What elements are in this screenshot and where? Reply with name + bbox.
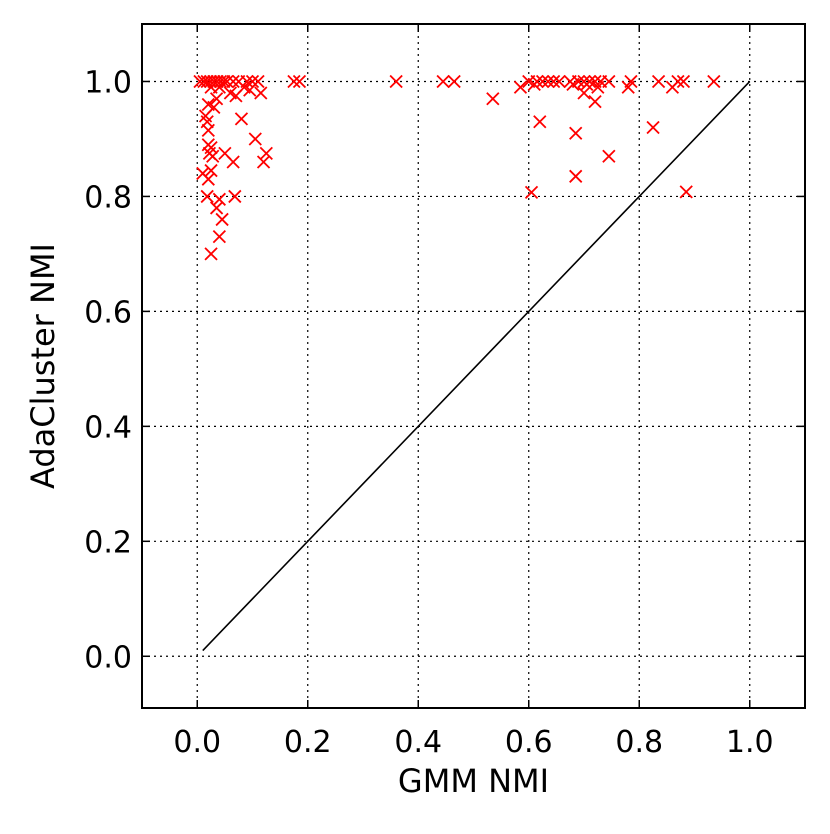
data-point bbox=[226, 74, 240, 89]
data-point bbox=[621, 80, 635, 94]
data-point bbox=[212, 80, 226, 94]
data-point bbox=[436, 74, 450, 89]
data-point bbox=[513, 80, 528, 94]
data-point bbox=[254, 86, 268, 100]
data-points bbox=[193, 74, 721, 261]
y-tick-label: 0.0 bbox=[84, 640, 132, 675]
data-point bbox=[200, 74, 214, 89]
grid-lines bbox=[142, 24, 805, 708]
axis-ticks bbox=[142, 24, 805, 708]
y-tick-labels: 0.0 0.2 0.4 0.6 0.8 1.0 bbox=[84, 65, 132, 675]
diagonal-reference-line bbox=[202, 80, 751, 652]
x-tick-label: 0.2 bbox=[284, 725, 332, 760]
data-point bbox=[524, 185, 539, 200]
y-tick-label: 1.0 bbox=[84, 65, 132, 100]
data-point bbox=[287, 74, 301, 89]
data-point bbox=[207, 100, 221, 114]
x-tick-label: 0.4 bbox=[394, 725, 442, 760]
data-point bbox=[197, 74, 211, 89]
data-point bbox=[389, 74, 403, 89]
data-point bbox=[201, 172, 215, 186]
data-point bbox=[217, 74, 231, 89]
data-point bbox=[447, 74, 461, 89]
data-point bbox=[201, 123, 215, 137]
data-point bbox=[248, 132, 262, 146]
data-point bbox=[602, 74, 616, 89]
y-tick-label: 0.6 bbox=[84, 295, 132, 330]
x-tick-label: 0.6 bbox=[505, 725, 553, 760]
x-axis-label: GMM NMI bbox=[398, 762, 549, 800]
data-point bbox=[577, 86, 591, 100]
data-point bbox=[527, 77, 541, 91]
x-tick-labels: 0.0 0.2 0.4 0.6 0.8 1.0 bbox=[173, 725, 773, 760]
data-point bbox=[588, 94, 602, 109]
data-point bbox=[541, 74, 555, 89]
data-point bbox=[209, 92, 224, 106]
data-point bbox=[245, 74, 260, 89]
data-point bbox=[204, 163, 218, 178]
data-point bbox=[546, 74, 561, 89]
data-point bbox=[676, 74, 691, 89]
data-point bbox=[259, 146, 273, 160]
y-tick-label: 0.8 bbox=[84, 180, 132, 215]
data-point bbox=[292, 74, 307, 89]
data-point bbox=[552, 74, 566, 89]
data-point bbox=[209, 201, 224, 215]
data-point bbox=[566, 77, 580, 91]
data-point bbox=[569, 169, 583, 183]
x-tick-label: 1.0 bbox=[726, 725, 774, 760]
data-point bbox=[591, 80, 605, 94]
y-tick-label: 0.4 bbox=[84, 410, 132, 445]
plot-frame bbox=[141, 23, 806, 709]
data-point bbox=[580, 77, 594, 91]
data-point bbox=[228, 189, 242, 204]
data-point bbox=[234, 112, 249, 126]
data-point bbox=[602, 149, 616, 163]
data-point bbox=[665, 80, 680, 94]
x-tick-label: 0.8 bbox=[615, 725, 663, 760]
data-point bbox=[533, 115, 547, 129]
x-tick-label: 0.0 bbox=[173, 725, 221, 760]
y-axis-label: AdaCluster NMI bbox=[24, 243, 62, 489]
data-point bbox=[220, 74, 234, 89]
data-point bbox=[707, 74, 721, 89]
data-point bbox=[212, 230, 226, 244]
data-point bbox=[486, 92, 500, 106]
data-point bbox=[203, 74, 218, 89]
data-point bbox=[212, 192, 226, 206]
data-point bbox=[569, 126, 583, 140]
data-point bbox=[200, 189, 214, 204]
data-point bbox=[206, 149, 220, 163]
data-point bbox=[535, 74, 550, 89]
y-tick-label: 0.2 bbox=[84, 525, 132, 560]
data-point bbox=[651, 74, 666, 89]
data-point bbox=[226, 155, 240, 169]
data-point bbox=[204, 247, 218, 261]
data-point bbox=[679, 185, 693, 199]
data-point bbox=[256, 155, 271, 169]
data-point bbox=[243, 83, 257, 97]
data-point bbox=[215, 212, 229, 227]
data-point bbox=[646, 120, 660, 135]
reference-line-group bbox=[202, 80, 751, 652]
